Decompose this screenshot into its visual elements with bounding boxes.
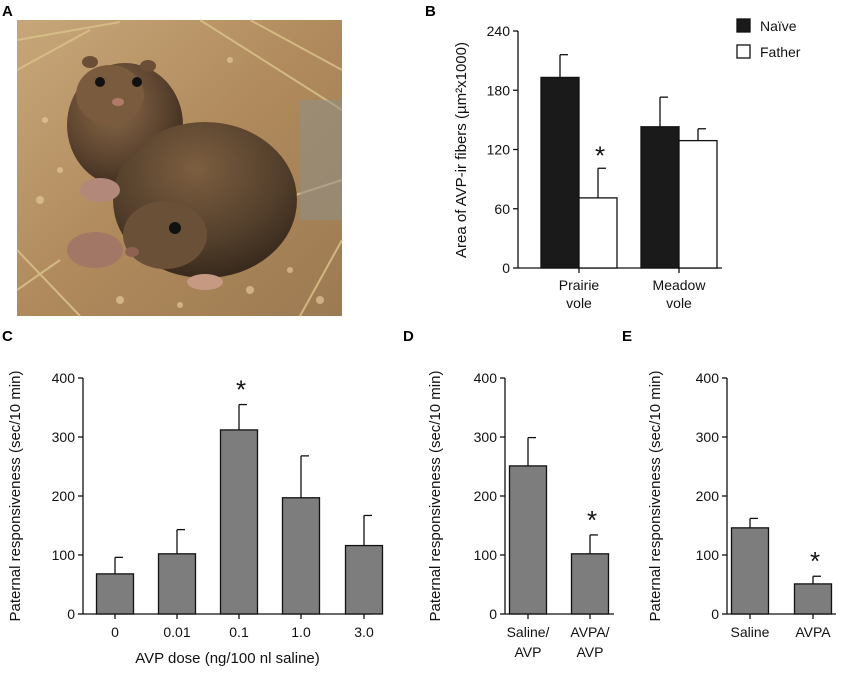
bar-2 (219, 429, 259, 615)
y-tick-label: 400 (52, 370, 76, 386)
significance-star: * (810, 546, 820, 576)
y-tick-label: 0 (67, 606, 75, 622)
legend-label: Father (760, 44, 801, 60)
significance-star: * (587, 505, 597, 535)
y-tick-label: 100 (52, 547, 76, 563)
bar-0 (730, 527, 770, 615)
x-category-label: AVP (577, 644, 604, 660)
y-tick-label: 300 (52, 429, 76, 445)
bar-father-0 (578, 197, 618, 269)
x-category-label: AVP (515, 644, 542, 660)
bar-1 (793, 583, 833, 615)
bar-1 (570, 553, 610, 615)
y-tick-label: 180 (487, 82, 511, 98)
y-tick-label: 240 (487, 23, 511, 39)
chart-e: 0 100 200 300 400 Paternal responsiveness (se… (647, 370, 836, 640)
y-tick-label: 200 (696, 488, 720, 504)
y-tick-label: 100 (696, 547, 720, 563)
x-category-label: Meadow (653, 277, 707, 293)
chart-d: 0 100 200 300 400 Paternal responsiveness (se… (427, 370, 614, 660)
significance-star: * (236, 375, 246, 405)
x-category-label: 0 (111, 624, 119, 640)
x-category-label: 3.0 (354, 624, 374, 640)
y-tick-label: 300 (474, 429, 498, 445)
y-tick-label: 0 (711, 606, 719, 622)
chart-b: 0 60 120 180 240 Area of AVP-ir fibers (µm²x1… (453, 18, 801, 311)
bar-0 (95, 573, 135, 615)
bar-4 (344, 544, 384, 615)
y-axis-label: Paternal responsiveness (sec/10 min) (647, 371, 664, 622)
bar-1 (157, 553, 197, 615)
x-category-label: AVPA (795, 624, 831, 640)
x-category-label: AVPA/ (570, 624, 609, 640)
x-category-label: Saline/ (507, 624, 550, 640)
y-axis-label: Area of AVP-ir fibers (µm²x1000) (453, 42, 470, 258)
y-tick-label: 200 (474, 488, 498, 504)
y-tick-label: 200 (52, 488, 76, 504)
y-tick-label: 300 (696, 429, 720, 445)
x-category-label: 0.01 (163, 624, 190, 640)
bar-naive-1 (640, 126, 680, 269)
chart-c: 0 100 200 300 400 Paternal responsiveness (se… (7, 370, 384, 667)
x-category-label: vole (566, 295, 592, 311)
x-axis-label: AVP dose (ng/100 nl saline) (135, 650, 320, 667)
legend-label: Naïve (760, 18, 797, 34)
panel-label-a: A (2, 3, 13, 20)
x-category-label: 0.1 (229, 624, 249, 640)
bar-naive-0 (540, 76, 580, 269)
x-category-label: 1.0 (291, 624, 311, 640)
vole-photo-icon (16, 19, 343, 317)
y-tick-label: 100 (474, 547, 498, 563)
y-tick-label: 60 (494, 201, 510, 217)
panel-label-e: E (622, 328, 632, 345)
x-category-label: Saline (731, 624, 770, 640)
panel-label-d: D (403, 328, 414, 345)
x-category-label: Prairie (559, 277, 600, 293)
panel-label-c: C (2, 328, 13, 345)
y-tick-label: 0 (502, 260, 510, 276)
y-tick-label: 400 (474, 370, 498, 386)
x-category-label: vole (666, 295, 692, 311)
bar-3 (281, 497, 321, 615)
y-axis-label: Paternal responsiveness (sec/10 min) (427, 371, 444, 622)
panel-label-b: B (425, 3, 436, 20)
bar-father-1 (678, 139, 718, 269)
legend-swatch-father (736, 44, 751, 59)
bar-0 (508, 465, 548, 615)
significance-star: * (595, 140, 605, 170)
y-tick-label: 120 (487, 142, 511, 158)
legend-swatch-naive (736, 18, 751, 33)
y-tick-label: 400 (696, 370, 720, 386)
y-axis-label: Paternal responsiveness (sec/10 min) (7, 371, 24, 622)
y-tick-label: 0 (489, 606, 497, 622)
